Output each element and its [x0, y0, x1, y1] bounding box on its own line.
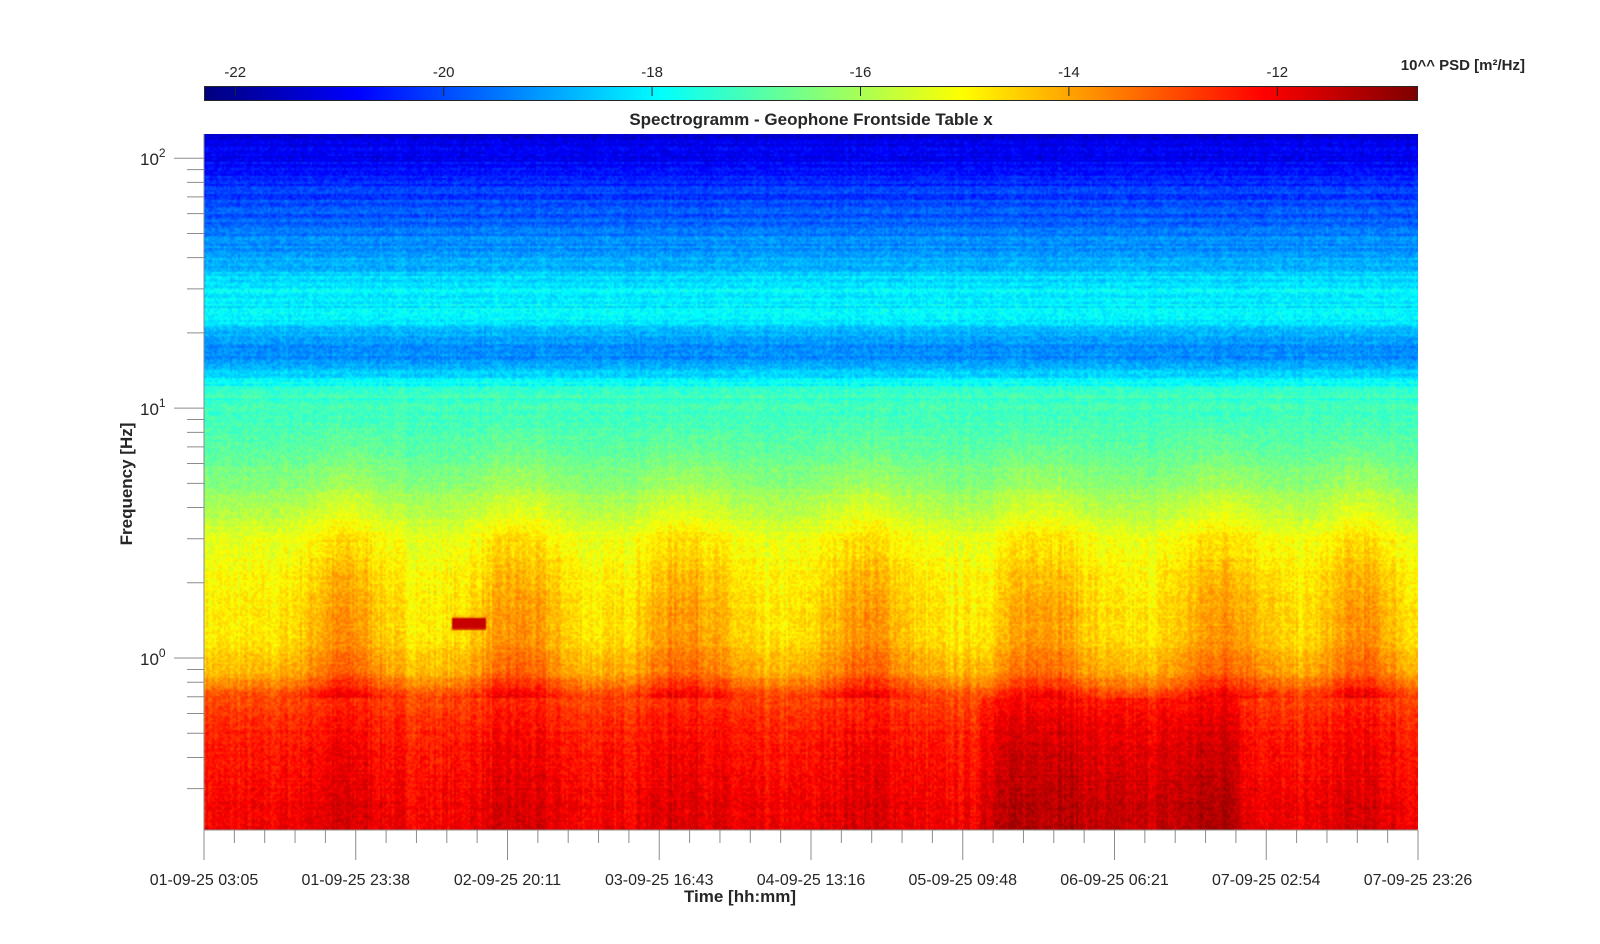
x-axis-label: Time [hh:mm]	[684, 887, 796, 906]
colorbar-tick-label: -22	[224, 64, 246, 81]
x-tick-label: 07-09-25 23:26	[1364, 872, 1473, 889]
x-tick-label: 06-09-25 06:21	[1060, 872, 1169, 889]
y-axis-label: Frequency [Hz]	[117, 423, 136, 546]
x-tick-label: 07-09-25 02:54	[1212, 872, 1321, 889]
spectrogram-heatmap	[204, 134, 1418, 830]
chart-title: Spectrogramm - Geophone Frontside Table …	[629, 110, 993, 129]
colorbar-tick-label: -20	[433, 64, 455, 81]
colorbar	[204, 86, 1418, 101]
x-tick-label: 01-09-25 23:38	[301, 872, 410, 889]
x-tick-label: 04-09-25 13:16	[757, 872, 866, 889]
colorbar-tick-label: -18	[641, 64, 663, 81]
x-tick-label: 05-09-25 09:48	[908, 872, 1017, 889]
y-tick-label: 101	[140, 396, 166, 419]
colorbar-label: 10^^ PSD [m²/Hz]	[1401, 57, 1525, 74]
x-tick-label: 02-09-25 20:11	[454, 872, 561, 889]
colorbar-tick-label: -12	[1266, 64, 1288, 81]
colorbar-tick-label: -14	[1058, 64, 1080, 81]
x-tick-label: 03-09-25 16:43	[605, 872, 714, 889]
x-tick-label: 01-09-25 03:05	[150, 872, 259, 889]
y-tick-label: 102	[140, 146, 166, 169]
colorbar-tick-label: -16	[850, 64, 872, 81]
y-tick-label: 100	[140, 646, 166, 669]
